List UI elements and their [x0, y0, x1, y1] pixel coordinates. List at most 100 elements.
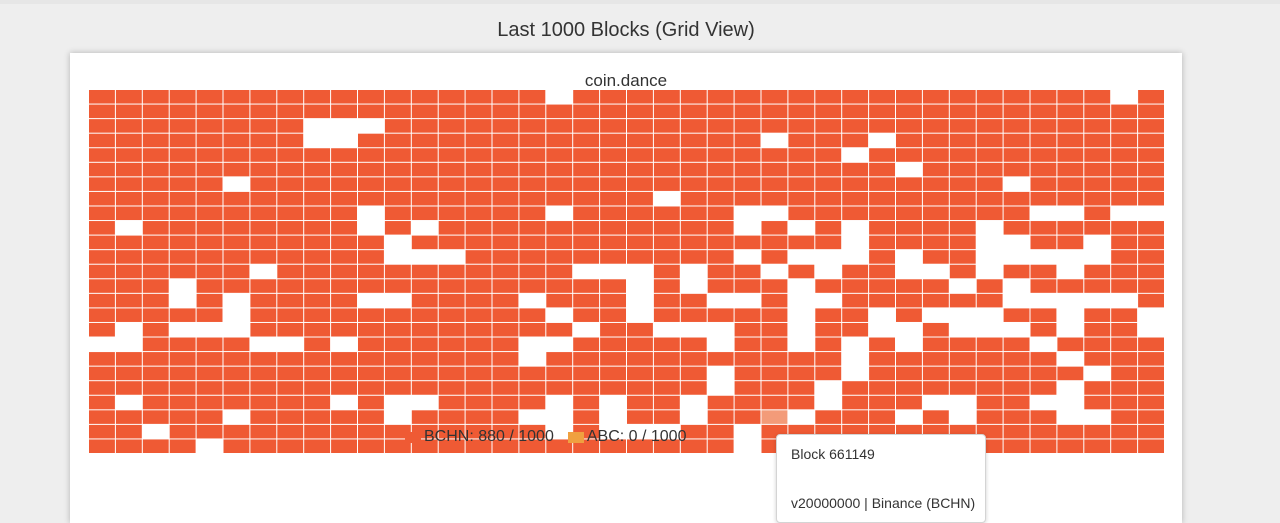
block-cell[interactable] [680, 119, 707, 133]
block-cell[interactable] [358, 104, 384, 119]
block-cell[interactable] [922, 366, 949, 381]
block-cell[interactable] [869, 337, 895, 352]
block-cell[interactable] [358, 119, 384, 133]
block-cell[interactable] [976, 279, 1003, 293]
block-cell[interactable] [734, 410, 761, 424]
block-cell[interactable] [1138, 206, 1164, 221]
block-cell[interactable] [438, 424, 465, 439]
block-cell[interactable] [1003, 322, 1030, 337]
block-cell[interactable] [976, 322, 1003, 337]
block-cell[interactable] [411, 206, 438, 221]
block-cell[interactable] [600, 366, 626, 381]
block-cell[interactable] [707, 148, 734, 162]
block-cell[interactable] [304, 250, 331, 264]
block-cell[interactable] [115, 206, 142, 221]
block-cell[interactable] [1030, 191, 1057, 206]
block-cell[interactable] [384, 162, 411, 177]
block-cell[interactable] [331, 279, 357, 293]
block-cell[interactable] [223, 162, 250, 177]
block-cell[interactable] [653, 104, 680, 119]
block-cell[interactable] [384, 424, 411, 439]
block-cell[interactable] [546, 279, 573, 293]
block-cell[interactable] [1003, 177, 1030, 191]
block-cell[interactable] [115, 90, 142, 104]
block-cell[interactable] [653, 221, 680, 235]
block-cell[interactable] [89, 264, 115, 279]
block-cell[interactable] [250, 395, 277, 410]
block-cell[interactable] [1003, 308, 1030, 322]
block-cell[interactable] [869, 90, 895, 104]
block-cell[interactable] [815, 133, 842, 148]
block-cell[interactable] [89, 191, 115, 206]
block-cell[interactable] [223, 381, 250, 395]
block-cell[interactable] [761, 177, 788, 191]
block-cell[interactable] [519, 162, 546, 177]
block-cell[interactable] [573, 352, 600, 366]
block-cell[interactable] [250, 279, 277, 293]
block-cell[interactable] [384, 250, 411, 264]
block-cell[interactable] [1111, 162, 1138, 177]
block-cell[interactable] [1030, 119, 1057, 133]
block-cell[interactable] [223, 352, 250, 366]
block-cell[interactable] [331, 322, 357, 337]
block-cell[interactable] [277, 439, 304, 453]
block-cell[interactable] [358, 221, 384, 235]
block-cell[interactable] [411, 322, 438, 337]
block-cell[interactable] [734, 206, 761, 221]
block-cell[interactable] [358, 279, 384, 293]
block-cell[interactable] [734, 424, 761, 439]
block-cell[interactable] [1057, 366, 1084, 381]
block-cell[interactable] [1111, 104, 1138, 119]
block-cell[interactable] [304, 119, 331, 133]
block-cell[interactable] [304, 381, 331, 395]
block-cell[interactable] [411, 162, 438, 177]
block-cell[interactable] [384, 235, 411, 250]
block-cell[interactable] [223, 206, 250, 221]
block-cell[interactable] [600, 221, 626, 235]
block-cell[interactable] [250, 439, 277, 453]
block-cell[interactable] [922, 279, 949, 293]
block-cell[interactable] [546, 235, 573, 250]
block-cell[interactable] [627, 279, 653, 293]
block-cell[interactable] [358, 293, 384, 308]
block-cell[interactable] [707, 366, 734, 381]
block-cell[interactable] [438, 162, 465, 177]
block-cell[interactable] [115, 221, 142, 235]
block-cell[interactable] [546, 250, 573, 264]
block-cell[interactable] [223, 293, 250, 308]
block-cell[interactable] [492, 221, 519, 235]
block-cell[interactable] [976, 133, 1003, 148]
block-cell[interactable] [1138, 133, 1164, 148]
block-cell[interactable] [653, 133, 680, 148]
block-cell[interactable] [492, 279, 519, 293]
block-cell[interactable] [411, 395, 438, 410]
block-cell[interactable] [358, 424, 384, 439]
block-cell[interactable] [1030, 395, 1057, 410]
block-cell[interactable] [384, 148, 411, 162]
block-cell[interactable] [976, 162, 1003, 177]
block-cell[interactable] [1138, 119, 1164, 133]
block-cell[interactable] [842, 381, 869, 395]
block-cell[interactable] [707, 439, 734, 453]
block-cell[interactable] [600, 308, 626, 322]
block-cell[interactable] [223, 279, 250, 293]
block-cell[interactable] [169, 133, 196, 148]
block-cell[interactable] [653, 308, 680, 322]
block-cell[interactable] [869, 381, 895, 395]
block-cell[interactable] [1030, 104, 1057, 119]
block-cell[interactable] [1084, 308, 1111, 322]
block-cell[interactable] [788, 221, 815, 235]
block-cell[interactable] [922, 381, 949, 395]
block-cell[interactable] [1111, 293, 1138, 308]
block-cell[interactable] [842, 293, 869, 308]
block-cell[interactable] [1111, 235, 1138, 250]
block-cell[interactable] [734, 322, 761, 337]
block-cell[interactable] [411, 410, 438, 424]
block-cell[interactable] [169, 293, 196, 308]
block-cell[interactable] [304, 279, 331, 293]
block-cell[interactable] [573, 308, 600, 322]
block-cell[interactable] [89, 148, 115, 162]
block-cell[interactable] [438, 279, 465, 293]
block-cell[interactable] [842, 279, 869, 293]
block-cell[interactable] [707, 90, 734, 104]
